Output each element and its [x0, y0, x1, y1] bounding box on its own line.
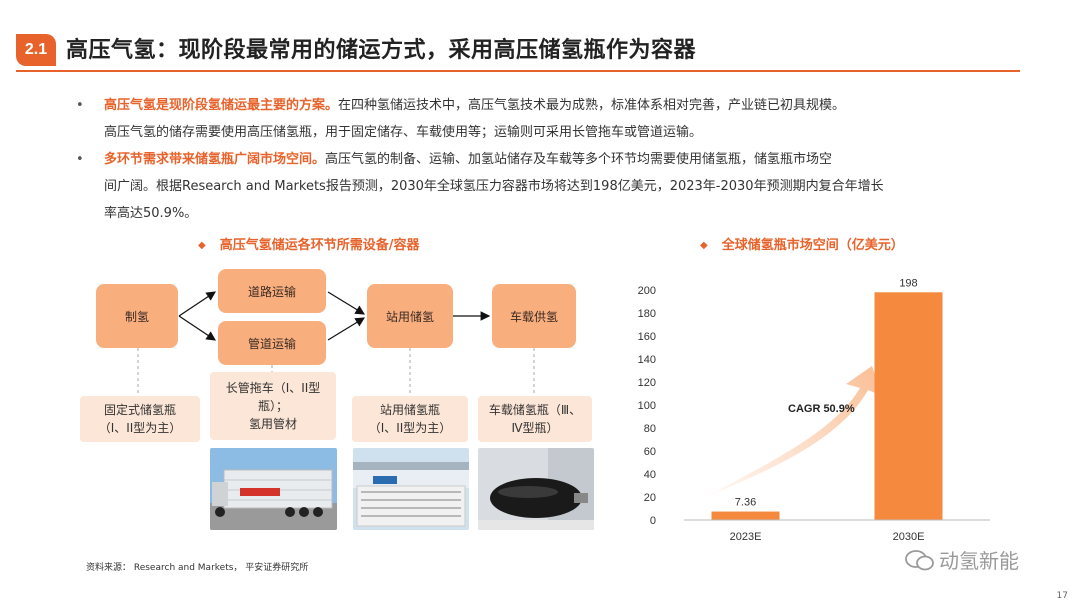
y-tick-label: 0 [650, 515, 656, 527]
bullet-marker: • [76, 152, 84, 167]
bullet-item: • 多环节需求带来储氢瓶广阔市场空间。高压气氢的制备、运输、加氢站储存及车载等多… [76, 146, 1021, 227]
cagr-annotation: CAGR 50.9% [788, 403, 855, 415]
bullet-highlight: 多环节需求带来储氢瓶广阔市场空间。 [104, 152, 326, 167]
flow-node-road-transport: 道路运输 [218, 269, 326, 313]
title-divider [16, 70, 1020, 72]
arrow-production-to-road [178, 291, 216, 317]
bullet-text: 高压气氢的制备、运输、加氢站储存及车载等多个环节均需要使用储氢瓶，储氢瓶市场空 [325, 152, 833, 167]
tube-trailer-photo [210, 448, 337, 530]
market-size-bar-chart: 0 20 40 60 80 100 120 140 160 180 200 7.36 198 2023… [638, 277, 990, 543]
label-line: Ⅳ型瓶） [511, 421, 559, 435]
y-tick-label: 100 [638, 400, 656, 412]
page-number: 17 [1056, 591, 1068, 601]
bullet-line: 间广阔。根据Research and Markets报告预测，2030年全球氢压… [104, 173, 1021, 200]
arrow-road-to-station [327, 291, 366, 315]
label-line: （I、II型为主） [368, 421, 452, 435]
y-tick-label: 120 [638, 377, 656, 389]
page-title: 高压气氢：现阶段最常用的储运方式，采用高压储氢瓶作为容器 [66, 38, 697, 63]
station-storage-photo [353, 448, 469, 530]
label-line: 氢用管材 [248, 417, 297, 431]
chart-title-text: 全球储氢瓶市场空间（亿美元） [721, 238, 904, 253]
label-tube-trailer: 长管拖车（I、II型 瓶）； 氢用管材 [210, 372, 336, 440]
label-station-cylinder: 站用储氢瓶 （I、II型为主） [352, 396, 468, 442]
bar-value-label: 198 [899, 277, 917, 289]
arrow-pipeline-to-station [327, 317, 366, 341]
bullet-text: 在四种氢储运技术中，高压气氢技术最为成熟，标准体系相对完善，产业链已初具规模。 [338, 98, 846, 113]
bar-value-label: 7.36 [735, 497, 756, 509]
label-line: 长管拖车（I、II型 [225, 381, 321, 395]
flow-diagram-title: ◆ 高压气氢储运各环节所需设备/容器 [198, 234, 419, 253]
label-line: （I、II型为主） [98, 421, 182, 435]
bullet-marker: • [76, 98, 84, 113]
label-line: 固定式储氢瓶 [103, 403, 176, 417]
label-line: 车载储氢瓶（Ⅲ、 [488, 403, 582, 417]
bullet-text: 间广阔。根据Research and Markets报告预测，2030年全球氢压… [104, 179, 884, 194]
x-tick-label: 2030E [893, 531, 925, 543]
y-tick-label: 80 [644, 423, 656, 435]
bar [874, 292, 943, 520]
y-axis: 0 20 40 60 80 100 120 140 160 180 200 [638, 285, 656, 527]
section-number-badge: 2.1 [16, 34, 56, 66]
bullet-text: 率高达50.9%。 [104, 206, 198, 221]
flow-diagram-title-text: 高压气氢储运各环节所需设备/容器 [219, 238, 420, 253]
y-tick-label: 60 [644, 446, 656, 458]
y-tick-label: 180 [638, 308, 656, 320]
diamond-icon: ◆ [198, 240, 206, 251]
arrow-production-to-pipeline [178, 315, 216, 341]
bullet-line: 高压气氢是现阶段氢储运最主要的方案。在四种氢储运技术中，高压气氢技术最为成熟，标… [104, 92, 1021, 119]
bullet-line: 多环节需求带来储氢瓶广阔市场空间。高压气氢的制备、运输、加氢站储存及车载等多个环… [104, 146, 1021, 173]
watermark-text: 动氢新能 [939, 549, 1019, 573]
bar [711, 511, 780, 520]
label-vehicle-cylinder: 车载储氢瓶（Ⅲ、 Ⅳ型瓶） [478, 396, 592, 442]
flow-node-production: 制氢 [96, 284, 178, 348]
bars [711, 292, 943, 520]
flow-node-vehicle-supply: 车载供氢 [492, 284, 576, 348]
label-fixed-cylinder: 固定式储氢瓶 （I、II型为主） [80, 396, 200, 442]
bullet-list: • 高压气氢是现阶段氢储运最主要的方案。在四种氢储运技术中，高压气氢技术最为成熟… [76, 92, 1021, 227]
watermark: 动氢新能 [905, 545, 1019, 574]
bullet-text: 高压气氢的储存需要使用高压储氢瓶，用于固定储存、车载使用等；运输则可采用长管拖车… [104, 125, 703, 140]
diamond-icon: ◆ [700, 240, 708, 251]
y-tick-label: 160 [638, 331, 656, 343]
wechat-logo-icon [905, 549, 934, 570]
bullet-line: 率高达50.9%。 [104, 200, 1021, 227]
source-note: 资料来源： Research and Markets， 平安证券研究所 [86, 563, 309, 573]
bullet-line: 高压气氢的储存需要使用高压储氢瓶，用于固定储存、车载使用等；运输则可采用长管拖车… [104, 119, 1021, 146]
bullet-highlight: 高压气氢是现阶段氢储运最主要的方案。 [104, 98, 339, 113]
value-labels: 7.36 198 [735, 277, 918, 508]
flow-node-station-storage: 站用储氢 [367, 284, 453, 348]
vehicle-cylinder-photo [478, 448, 594, 530]
label-line: 站用储氢瓶 [379, 403, 440, 417]
label-line: 瓶）； [257, 399, 288, 413]
y-tick-label: 200 [638, 285, 656, 297]
bullet-item: • 高压气氢是现阶段氢储运最主要的方案。在四种氢储运技术中，高压气氢技术最为成熟… [76, 92, 1021, 146]
x-axis-labels: 2023E 2030E [730, 531, 925, 543]
x-tick-label: 2023E [730, 531, 762, 543]
y-tick-label: 20 [644, 492, 656, 504]
flow-node-pipeline-transport: 管道运输 [218, 321, 326, 365]
y-tick-label: 140 [638, 354, 656, 366]
y-tick-label: 40 [644, 469, 656, 481]
chart-title: ◆ 全球储氢瓶市场空间（亿美元） [700, 234, 904, 253]
growth-arrow-icon [708, 366, 882, 496]
